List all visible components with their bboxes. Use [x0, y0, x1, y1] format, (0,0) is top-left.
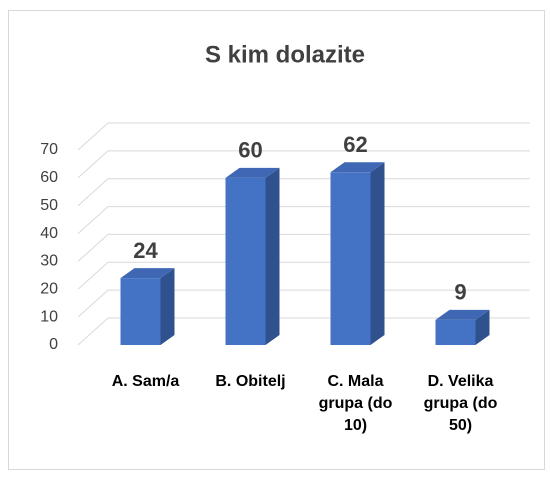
- x-tick-label: D. Velika grupa (do 50): [424, 373, 498, 434]
- data-label: 9: [454, 280, 466, 305]
- grid-line: [77, 150, 530, 179]
- bar-side: [475, 309, 490, 345]
- bar-side: [265, 167, 280, 345]
- grid-line: [77, 122, 530, 151]
- bar-top: [225, 167, 280, 178]
- y-tick-label: 30: [40, 253, 58, 270]
- grid-line: [77, 206, 530, 234]
- y-tick-label: 0: [49, 336, 58, 353]
- grid-line: [77, 233, 530, 262]
- y-tick-label: 70: [40, 141, 58, 158]
- grid-line: [77, 261, 530, 290]
- grid-line: [77, 178, 530, 207]
- bar: [225, 177, 266, 345]
- y-tick-label: 10: [40, 308, 58, 325]
- y-tick-label: 20: [40, 281, 58, 298]
- chart-title: S kim dolazite: [205, 41, 365, 68]
- y-tick-label: 50: [40, 197, 58, 214]
- bar-side: [160, 268, 175, 345]
- x-tick-label: C. Mala grupa (do 10): [319, 373, 393, 434]
- y-tick-label: 40: [40, 225, 58, 242]
- bar-side: [370, 162, 385, 345]
- data-label: 60: [238, 138, 262, 163]
- grid-line: [77, 289, 530, 318]
- grid-line: [77, 317, 530, 346]
- bar: [330, 172, 371, 345]
- y-tick-label: 60: [40, 169, 58, 186]
- bar-top: [435, 309, 490, 320]
- data-label: 62: [343, 132, 367, 157]
- x-tick-label: B. Obitelj: [215, 373, 285, 390]
- data-label: 24: [133, 238, 158, 263]
- bar: [435, 319, 476, 345]
- bar: [120, 278, 161, 345]
- bar-top: [120, 268, 175, 279]
- bar-top: [330, 162, 385, 173]
- x-tick-label: A. Sam/a: [112, 373, 180, 390]
